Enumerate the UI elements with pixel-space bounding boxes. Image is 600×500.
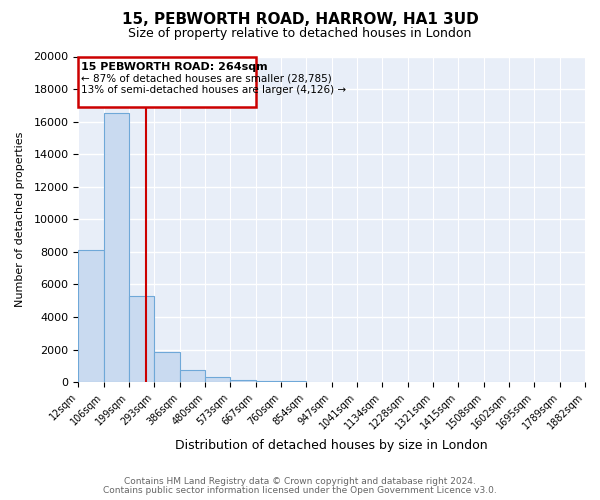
Bar (230, 380, 256, 382)
Bar (154, 352, 179, 382)
Bar (205, 378, 230, 382)
Bar (104, 112, 129, 382)
Bar (256, 380, 281, 382)
Text: 13% of semi-detached houses are larger (4,126) →: 13% of semi-detached houses are larger (… (81, 85, 346, 95)
Bar (129, 296, 154, 382)
Text: Size of property relative to detached houses in London: Size of property relative to detached ho… (128, 28, 472, 40)
Text: ← 87% of detached houses are smaller (28,785): ← 87% of detached houses are smaller (28… (81, 74, 332, 84)
Bar (281, 381, 306, 382)
Text: 15, PEBWORTH ROAD, HARROW, HA1 3UD: 15, PEBWORTH ROAD, HARROW, HA1 3UD (122, 12, 478, 28)
Text: 15 PEBWORTH ROAD: 264sqm: 15 PEBWORTH ROAD: 264sqm (81, 62, 268, 72)
Text: Contains public sector information licensed under the Open Government Licence v3: Contains public sector information licen… (103, 486, 497, 495)
Y-axis label: Number of detached properties: Number of detached properties (15, 132, 25, 307)
Bar (179, 370, 205, 382)
FancyBboxPatch shape (78, 56, 256, 107)
Text: Contains HM Land Registry data © Crown copyright and database right 2024.: Contains HM Land Registry data © Crown c… (124, 477, 476, 486)
Bar (78, 250, 104, 382)
X-axis label: Distribution of detached houses by size in London: Distribution of detached houses by size … (175, 440, 488, 452)
